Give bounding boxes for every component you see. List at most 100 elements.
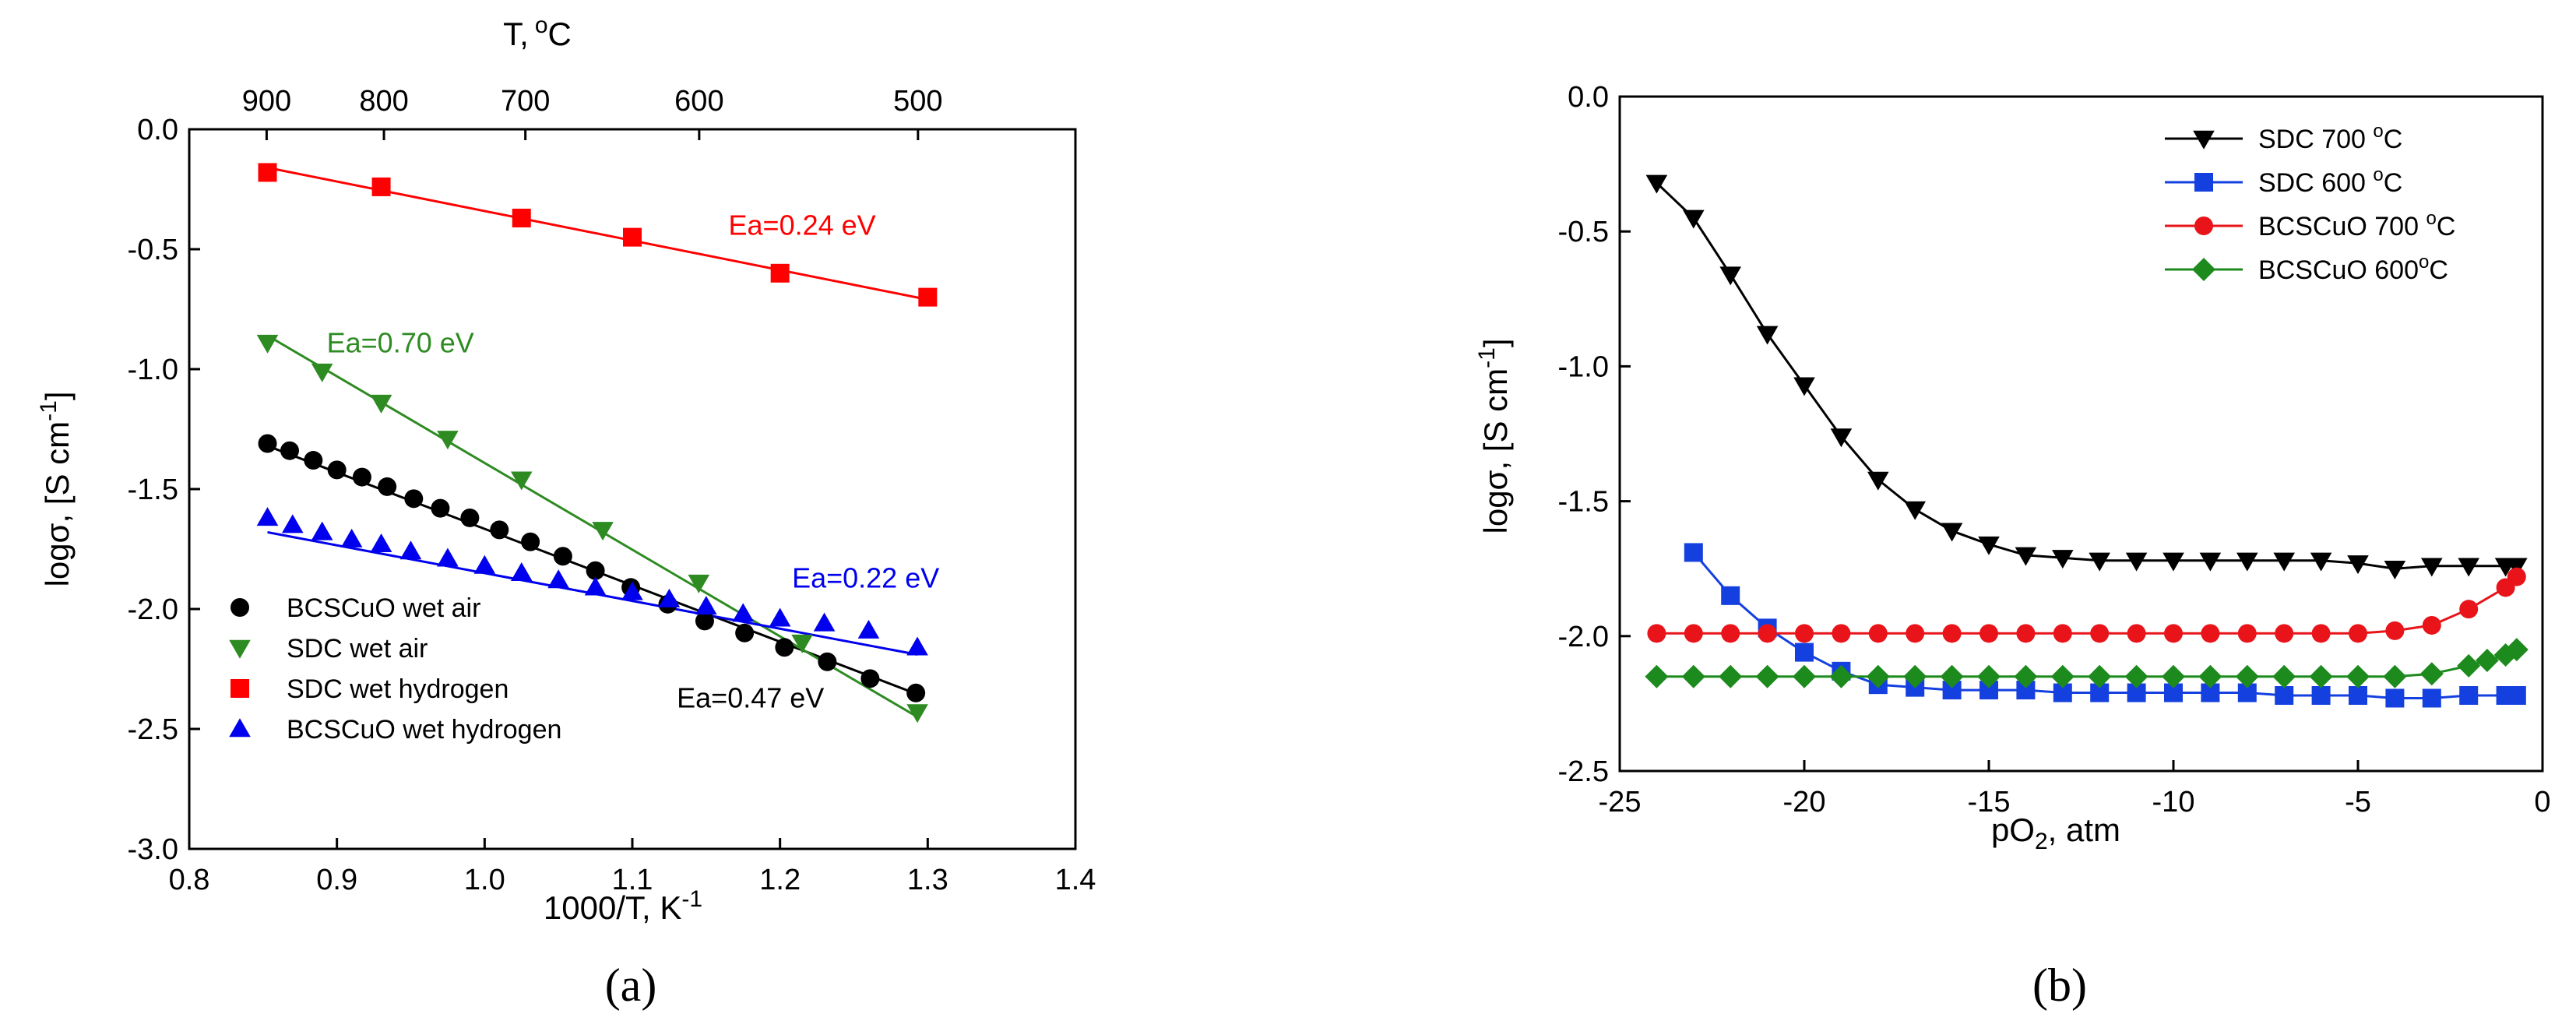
panel-a-data-point (256, 334, 279, 354)
panel-b-y-tick-label: -1.0 (1558, 350, 1609, 383)
panel-a-data-point (311, 521, 333, 540)
panel-a-legend-marker (229, 718, 251, 738)
panel-b-data-point (2419, 662, 2444, 686)
panel-b-data-point (2383, 664, 2407, 688)
panel-a-data-point (304, 451, 323, 470)
panel-b-data-point (2163, 552, 2184, 572)
panel-b-data-point (2014, 664, 2038, 688)
panel-b-x-tick-label: -10 (2152, 786, 2195, 819)
panel-b-data-point (1719, 664, 1743, 688)
panel-a-top-axis-title: T, oC (503, 12, 572, 52)
panel-a-data-point (510, 471, 533, 491)
panel-a-data-point (327, 460, 347, 480)
panel-a-data-point (281, 514, 304, 533)
panel-a-chart: 0.0 -0.5 -1.0 -1.5 -2.0 -2.5 -3.0 0.8 0.9 1.0 1.1… (36, 12, 1096, 1011)
panel-a-data-point (623, 227, 642, 247)
panel-a-top-tick-label: 500 (893, 85, 942, 118)
panel-a-data-point (437, 431, 459, 450)
panel-a-y-tick-label: -0.5 (128, 234, 178, 266)
panel-a-data-point (371, 177, 391, 196)
panel-a-data-point (918, 287, 938, 307)
panel-b-y-axis-title: logσ, [S cm-1] (1474, 338, 1514, 533)
panel-a-legend-label: BCSCuO wet air (287, 593, 480, 623)
panel-b-legend-marker (2193, 130, 2215, 150)
panel-a-x-tick-label: 1.2 (759, 864, 801, 896)
panel-b-caption: (b) (2032, 959, 2087, 1011)
panel-b-data-point (1721, 624, 1740, 643)
panel-b-legend-marker (2194, 173, 2213, 192)
panel-a-data-point (658, 588, 681, 607)
panel-b-data-point (2504, 638, 2528, 662)
panel-a-x-tick-label: 1.4 (1055, 864, 1096, 896)
panel-a-data-point (399, 540, 422, 560)
panel-a-data-point (553, 547, 572, 566)
panel-a-y-tick-label: -2.0 (128, 593, 178, 626)
panel-a-legend-marker (231, 598, 249, 617)
panel-a-annotation: Ea=0.24 eV (729, 209, 876, 241)
panel-b-data-point (1793, 664, 1816, 688)
panel-a-y-tick-label: 0.0 (137, 114, 178, 146)
panel-b-data-point (1684, 543, 1703, 562)
panel-b-data-point (2347, 555, 2369, 575)
panel-a-data-point (906, 636, 928, 656)
panel-a-top-tick-label: 600 (674, 85, 723, 118)
panel-b-y-tick-label: -2.0 (1558, 621, 1609, 653)
panel-b-data-point (1829, 664, 1853, 688)
panel-b-data-point (1645, 664, 1669, 688)
panel-b-data-point (2507, 567, 2526, 586)
panel-a-annotation: Ea=0.47 eV (677, 681, 824, 713)
panel-b-data-point (2349, 624, 2367, 643)
panel-a-data-point (378, 477, 397, 496)
panel-b-data-point (1866, 664, 1890, 688)
panel-b-data-point (1758, 624, 1777, 643)
panel-b-data-point (1755, 664, 1779, 688)
panel-a-y-tick-label: -3.0 (128, 833, 178, 866)
panel-b-data-point (2124, 664, 2148, 688)
panel-a-y-tick-label: -2.5 (128, 713, 178, 746)
panel-b-data-point (2422, 688, 2441, 708)
panel-b-data-point (2201, 624, 2220, 643)
panel-a-data-point (460, 508, 480, 527)
panel-a-data-point (311, 363, 333, 382)
panel-b-x-tick-label: -25 (1599, 786, 1642, 819)
panel-b-y-tick-label: -0.5 (1558, 216, 1609, 248)
panel-a-data-point (769, 607, 791, 627)
panel-a-data-point (732, 603, 755, 622)
panel-a-top-tick-label: 800 (359, 85, 408, 118)
panel-b-data-point (2384, 561, 2406, 579)
panel-b-data-point (1903, 664, 1927, 688)
panel-b-data-point (2237, 624, 2257, 643)
panel-a-x-tick-label: 0.9 (316, 864, 357, 896)
panel-b-data-point (2385, 688, 2405, 708)
panel-a-data-point (791, 634, 813, 653)
panel-b-data-point (1645, 174, 1668, 194)
panel-a-data-point (813, 612, 836, 632)
panel-a-data-point (695, 596, 717, 615)
panel-b-data-point (2422, 615, 2441, 635)
panel-b-data-point (1756, 326, 1779, 345)
panel-b-data-point (2311, 686, 2331, 706)
panel-b-data-point (1941, 523, 1963, 542)
panel-a-x-axis-title: 1000/T, K-1 (544, 886, 702, 926)
panel-a-data-point (695, 611, 714, 631)
panel-b-data-point (2275, 624, 2294, 643)
panel-a-data-point (584, 576, 607, 596)
panel-a-y-axis-title: logσ, [S cm-1] (36, 391, 76, 586)
panel-b-data-point (2050, 664, 2075, 688)
panel-a-data-point (770, 263, 790, 283)
panel-a-data-point (818, 652, 837, 671)
panel-a-annotation: Ea=0.22 eV (792, 562, 939, 593)
panel-a-x-tick-label: 1.1 (612, 864, 653, 896)
panel-b-data-point (2273, 552, 2295, 572)
panel-a-data-point (906, 704, 928, 723)
panel-b-data-point (1795, 624, 1814, 643)
panel-b-legend-label: SDC 700 oC (2258, 121, 2402, 154)
panel-b-data-point (2507, 686, 2526, 706)
panel-b-legend-label: SDC 600 oC (2258, 164, 2402, 198)
panel-a-data-point (512, 208, 531, 227)
panel-a-data-point (688, 574, 710, 593)
panel-a-data-point (404, 489, 424, 509)
panel-b-x-tick-label: -15 (1968, 786, 2011, 819)
panel-b-plot-frame (1618, 95, 2544, 773)
panel-b-data-point (2275, 686, 2294, 706)
